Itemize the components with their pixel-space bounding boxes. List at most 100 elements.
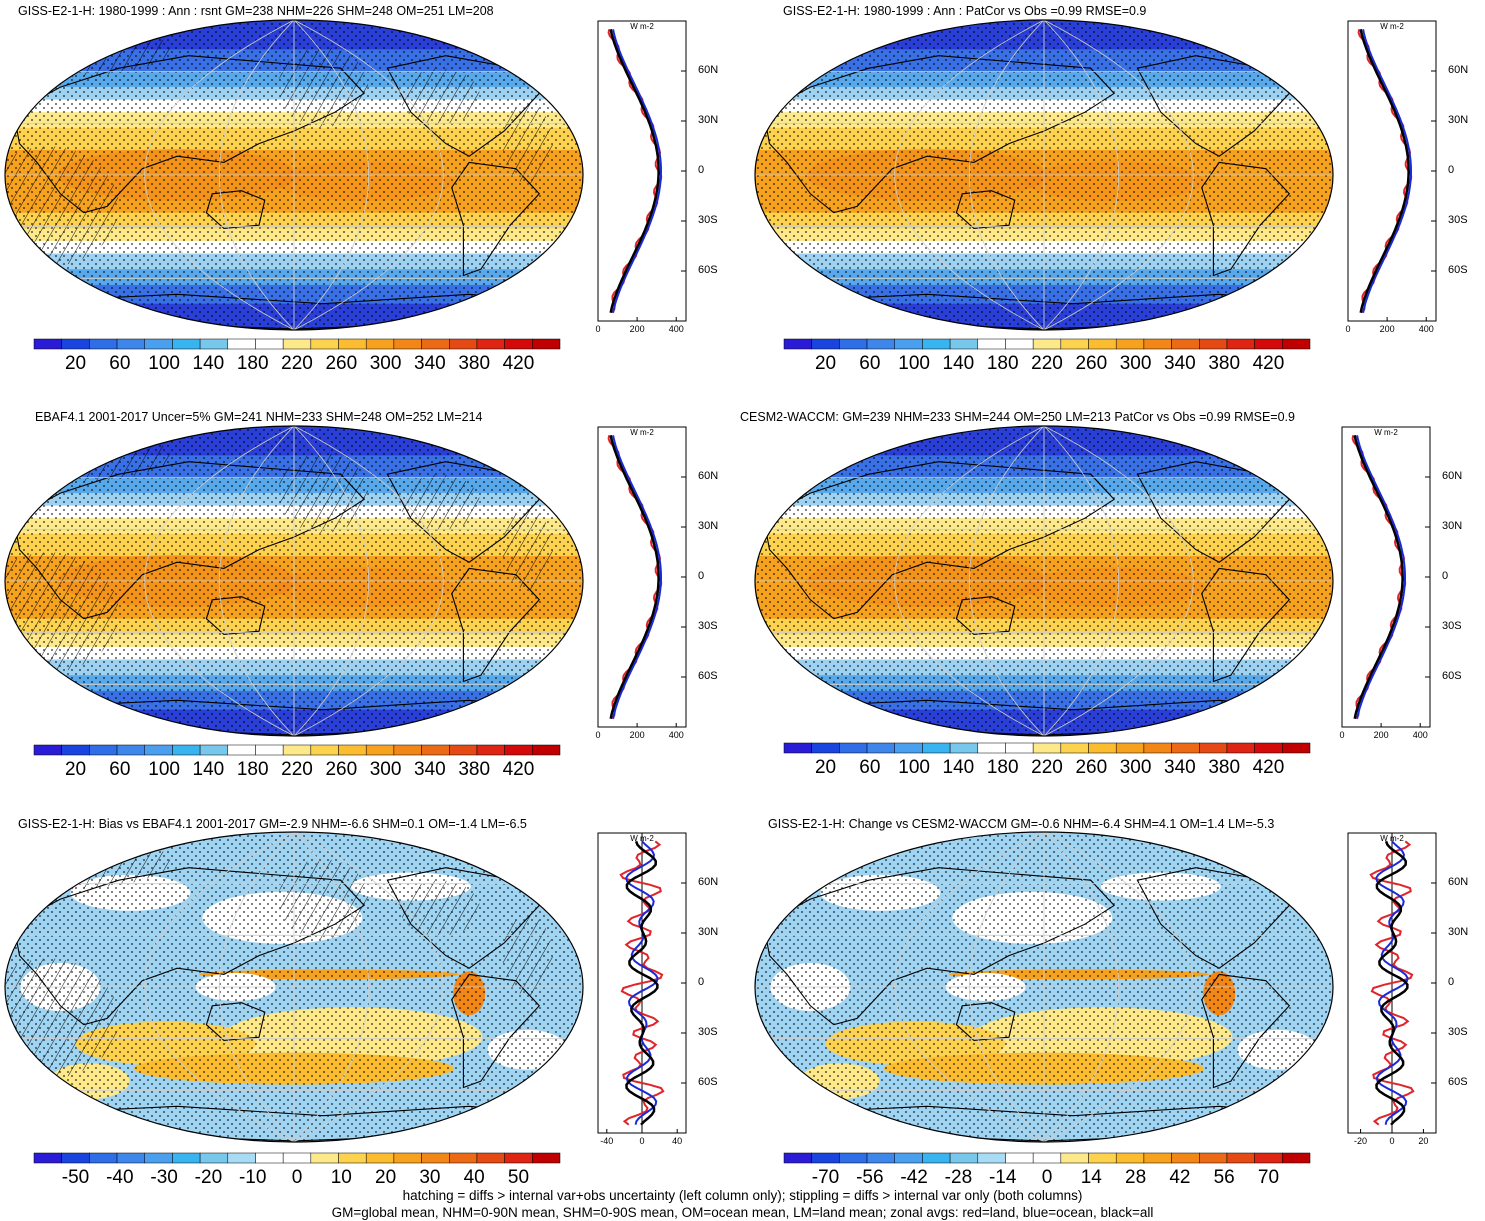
colorbar-tick-label: 380 [458, 759, 490, 778]
colorbar-segment [1060, 742, 1089, 754]
colorbar-segment [1005, 338, 1034, 350]
hatching-region [502, 509, 553, 590]
profile-lat-label: 0 [1442, 570, 1449, 582]
colorbar-segment [1282, 1152, 1311, 1164]
zonal-mean-ocean [612, 435, 662, 719]
profile-x-tick-label: 200 [629, 730, 645, 740]
colorbar-tick-label: 60 [109, 759, 130, 778]
graticule-meridian [293, 20, 370, 330]
colorbar-tick-label: 70 [1258, 1167, 1279, 1186]
profile-x-tick-label: 0 [1389, 1136, 1395, 1146]
colorbar-segment [1088, 1152, 1117, 1164]
colorbar-tick-label: 220 [281, 353, 313, 372]
zonal-mean-land [1351, 435, 1407, 720]
panel-3-colorbar: 20 60 100 140 180 220 260 300 340 380 420 [33, 744, 561, 778]
panel-6-map [752, 830, 1336, 1144]
colorbar-segment [1199, 742, 1228, 754]
map-boundary [4, 425, 584, 737]
colorbar-segment [1171, 742, 1200, 754]
colorbar-tick-label: 260 [1075, 353, 1107, 372]
colorbar-tick-label: 20 [65, 353, 86, 372]
profile-lat-label: 30S [1448, 214, 1468, 226]
colorbar-tick-label: 30 [419, 1167, 440, 1186]
coastline-australia [955, 1002, 1016, 1041]
panel-6-zonal-profile: W m-2 -20 0 20 60N 30N 0 30S 60S [1342, 830, 1468, 1146]
profile-lat-axis-labels: 60N 30N 0 30S 60S [698, 18, 728, 323]
colorbar-segment [1226, 1152, 1255, 1164]
colorbar-tick-label: 14 [1081, 1167, 1103, 1186]
graticule-meridian [1043, 20, 1194, 330]
colorbar-segment [866, 1152, 895, 1164]
colorbar-tick-label: -42 [900, 1167, 927, 1186]
colorbar-segment [1143, 742, 1172, 754]
colorbar-segment [1088, 742, 1117, 754]
profile-lat-label: 60N [1448, 876, 1469, 888]
colorbar-tick-label: -30 [150, 1167, 177, 1186]
profile-lat-label: 0 [1448, 164, 1455, 176]
panel-5-zonal-profile: W m-2 -40 0 40 60N 30N 0 30S 60S [592, 830, 718, 1146]
profile-frame [597, 426, 687, 728]
hatching-region [400, 68, 480, 125]
profile-x-tick-label: 400 [668, 730, 684, 740]
hatching-region [278, 453, 369, 534]
colorbar-segment [839, 742, 868, 754]
colorbar-tick-label: -14 [989, 1167, 1017, 1186]
colorbar-segment [172, 744, 201, 756]
colorbar-segment [1115, 1152, 1145, 1164]
colorbar-segment [1226, 338, 1255, 350]
colorbar-segment [504, 338, 533, 350]
profile-lat-label: 60S [698, 264, 718, 276]
colorbar-tick-label: 300 [370, 759, 402, 778]
hatching-region [278, 859, 369, 940]
colorbar-segment [1143, 338, 1172, 350]
colorbar-segment [1032, 338, 1062, 350]
profile-frame [597, 20, 687, 322]
colorbar-segment [1032, 1152, 1062, 1164]
graticule-meridian [894, 426, 1045, 736]
colorbar-segment [476, 744, 505, 756]
footer-legend-line-1: hatching = diffs > internal var+obs unce… [402, 1188, 1083, 1203]
colorbar-segment [172, 1152, 201, 1164]
graticule-meridian [1043, 832, 1120, 1142]
graticule-meridian [218, 426, 295, 736]
colorbar-tick-label: 180 [237, 759, 269, 778]
coastline-australia [205, 596, 266, 635]
panel-5-map [2, 830, 586, 1144]
panel-4-title: CESM2-WACCM: GM=239 NHM=233 SHM=244 OM=2… [740, 410, 1295, 424]
panel-2-colorbar: 20 60 100 140 180 220 260 300 340 380 420 [783, 338, 1311, 372]
colorbar-segment [310, 1152, 339, 1164]
colorbar-tick-label: 260 [325, 759, 357, 778]
colorbar-tick-label: -20 [195, 1167, 222, 1186]
profile-lat-label: 60N [698, 64, 719, 76]
colorbar-tick-label: 180 [987, 757, 1019, 776]
colorbar-segment [1115, 338, 1145, 350]
colorbar-segment [365, 338, 395, 350]
panel-1-zonal-profile: W m-2 0 200 400 60N 30N 0 30S 60S [592, 18, 718, 334]
colorbar-segment [1199, 1152, 1228, 1164]
colorbar-tick-label: 100 [148, 353, 180, 372]
colorbar-tick-label: 60 [859, 353, 880, 372]
colorbar-segment [89, 744, 118, 756]
colorbar-segment [1115, 742, 1145, 754]
graticule-meridian [894, 832, 1045, 1142]
profile-lat-label: 60S [1448, 1076, 1468, 1088]
colorbar-segment [532, 338, 561, 350]
colorbar-segment [227, 338, 256, 350]
map-field [5, 832, 583, 1142]
colorbar-segment [421, 338, 450, 350]
coastline-africa-europe-asia [763, 867, 1115, 1026]
colorbar-tick-label: 140 [193, 759, 225, 778]
colorbar-segment [310, 744, 339, 756]
colorbar-tick-label: 100 [898, 757, 930, 776]
profile-unit: W m-2 [1374, 428, 1398, 437]
colorbar-segment [839, 338, 868, 350]
colorbar-segment [61, 338, 90, 350]
colorbar-segment [421, 1152, 450, 1164]
profile-lat-label: 30S [698, 214, 718, 226]
colorbar-tick-label: -40 [106, 1167, 133, 1186]
zonal-mean-ocean [1356, 435, 1406, 719]
colorbar-segment [504, 744, 533, 756]
colorbar-segment [977, 742, 1006, 754]
colorbar-segment [1005, 742, 1034, 754]
profile-lat-label: 30N [1448, 926, 1469, 938]
